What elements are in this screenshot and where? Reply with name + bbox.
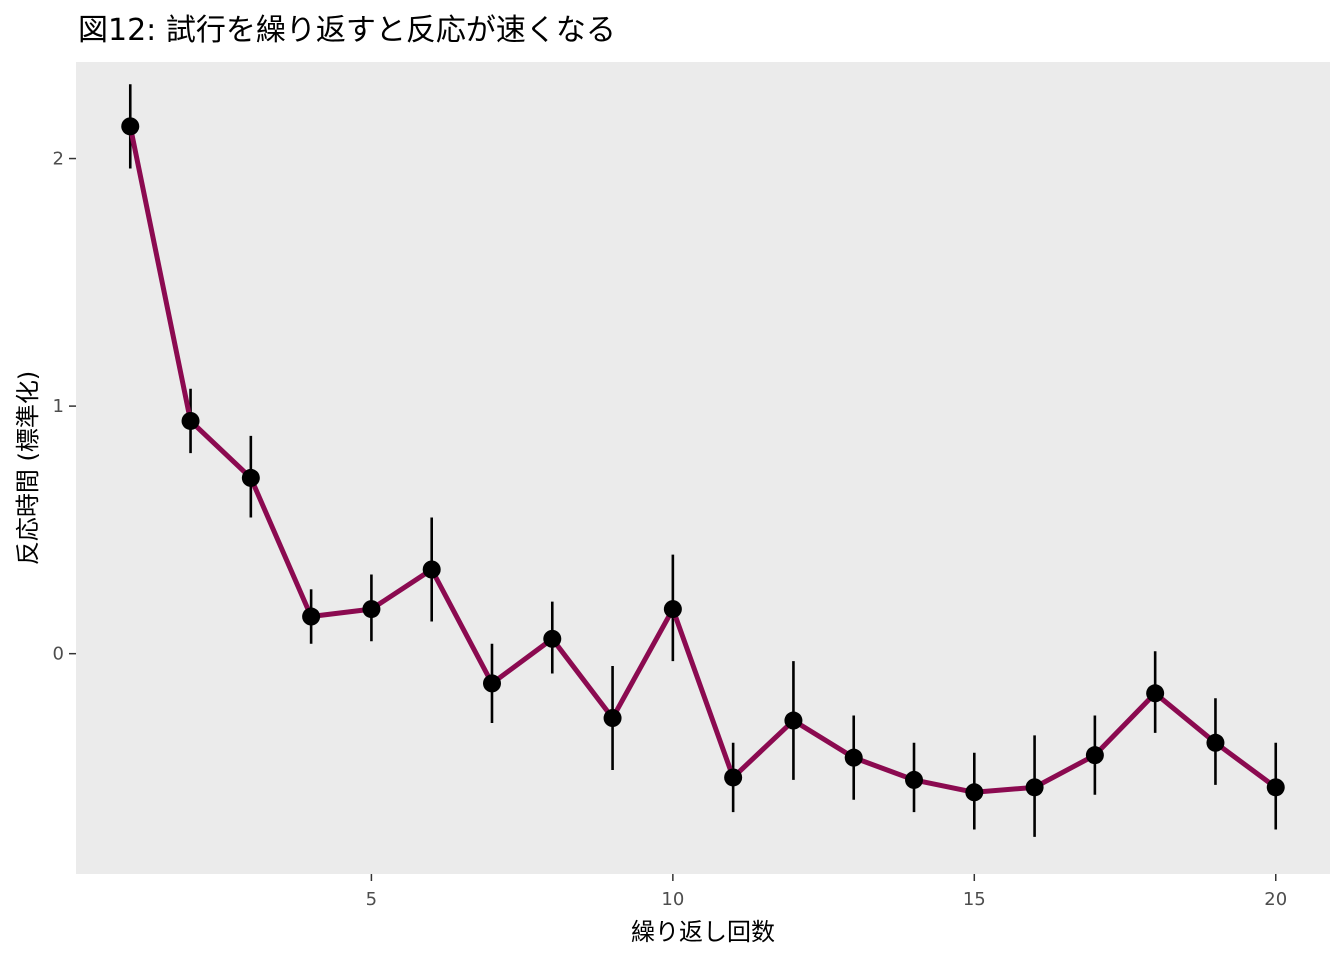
data-point-5 — [362, 600, 381, 619]
data-point-12 — [784, 711, 803, 730]
x-tick-label-15: 15 — [963, 889, 986, 910]
data-point-16 — [1025, 778, 1044, 797]
data-point-7 — [482, 674, 501, 693]
data-point-14 — [905, 770, 924, 789]
y-axis: 0 1 2 — [53, 149, 76, 665]
data-point-8 — [543, 629, 562, 648]
data-point-17 — [1085, 746, 1104, 765]
x-tick-label-5: 5 — [366, 889, 377, 910]
y-tick-label-1: 1 — [53, 396, 64, 417]
data-point-9 — [603, 709, 622, 728]
series-line-layer — [127, 123, 1279, 795]
data-point-18 — [1146, 684, 1165, 703]
x-tick-label-20: 20 — [1264, 889, 1287, 910]
data-point-2 — [181, 411, 200, 430]
plot-panel — [76, 62, 1330, 874]
x-tick-label-10: 10 — [661, 889, 684, 910]
y-tick-label-0: 0 — [53, 644, 64, 665]
y-axis-title: 反応時間 (標準化) — [14, 371, 42, 565]
chart-title: 図12: 試行を繰り返すと反応が速くなる — [78, 13, 616, 48]
x-axis: 5 10 15 20 — [366, 874, 1287, 910]
data-points — [121, 117, 1285, 802]
series-line — [127, 123, 1279, 795]
data-point-20 — [1266, 778, 1285, 797]
data-point-10 — [663, 600, 682, 619]
data-point-11 — [724, 768, 743, 787]
data-point-6 — [422, 560, 441, 579]
data-point-3 — [241, 468, 260, 487]
data-point-13 — [844, 748, 863, 767]
x-axis-title: 繰り返し回数 — [631, 918, 775, 946]
y-tick-label-2: 2 — [53, 149, 64, 170]
data-point-19 — [1206, 733, 1225, 752]
data-point-1 — [121, 117, 140, 136]
data-point-15 — [965, 783, 984, 802]
data-point-4 — [302, 607, 321, 626]
